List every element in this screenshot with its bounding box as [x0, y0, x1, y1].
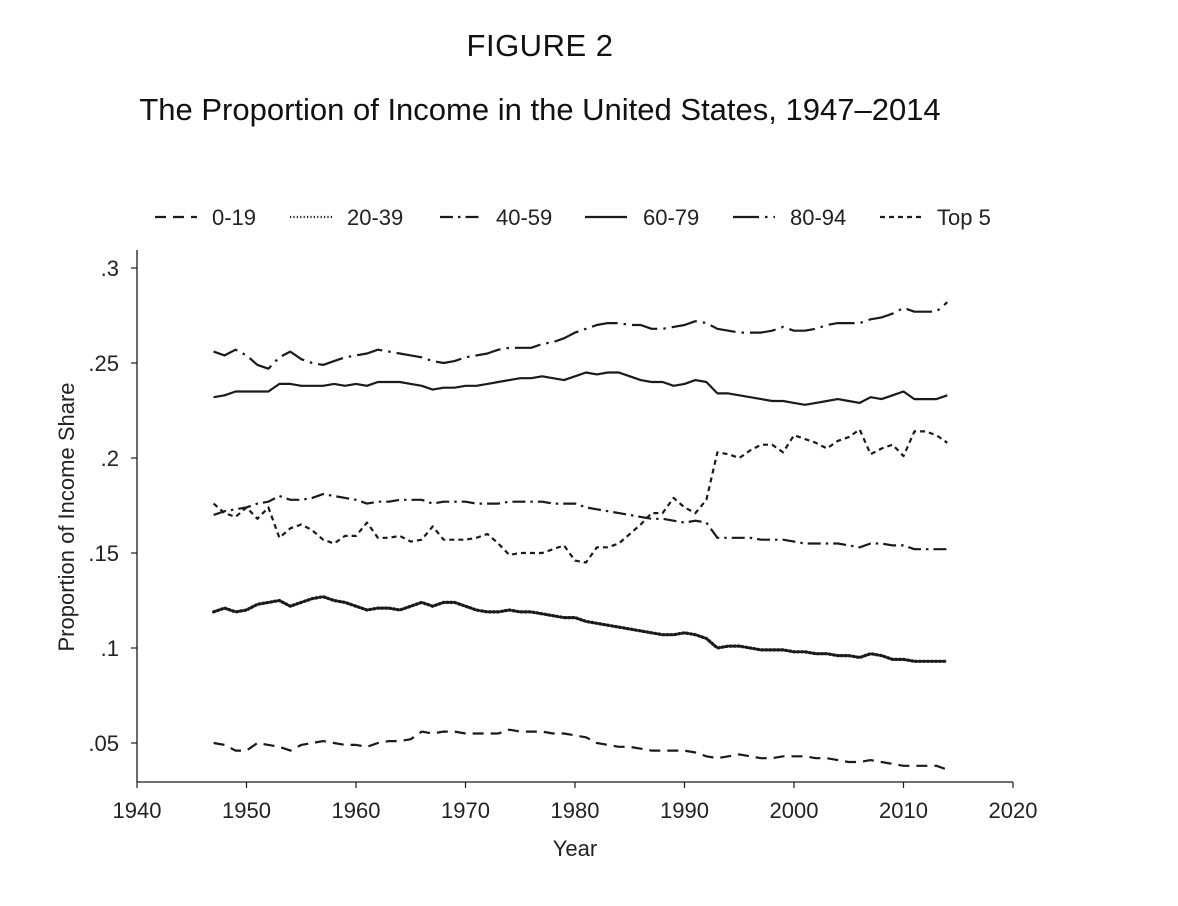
series-layer	[212, 301, 949, 771]
x-tick-label: 1990	[660, 798, 709, 823]
series-line-60-79	[213, 371, 948, 406]
axes: .05 .1 .15 .2 .25 .3 1940 1950 1960 1970 1980 1990 2…	[88, 250, 1037, 823]
y-tick-label: .2	[101, 446, 119, 471]
x-tick-label: 2020	[989, 798, 1038, 823]
legend-item: 0-19	[155, 205, 256, 230]
legend-item: 60-79	[585, 205, 699, 230]
y-tick-label: .1	[101, 636, 119, 661]
x-tick-label: 1980	[551, 798, 600, 823]
x-tick-label: 1970	[441, 798, 490, 823]
legend-item: Top 5	[880, 205, 991, 230]
series-line-80-94	[213, 301, 949, 370]
series-line-20-39	[212, 595, 949, 663]
x-tick-label: 2010	[879, 798, 928, 823]
series-line-top-5	[212, 428, 948, 564]
legend-item: 80-94	[733, 205, 846, 230]
figure-label: FIGURE 2	[466, 28, 614, 63]
legend-label: 40-59	[496, 205, 552, 230]
y-axis-label: Proportion of Income Share	[54, 382, 79, 651]
x-tick-label: 1940	[113, 798, 162, 823]
x-tick-label: 1950	[222, 798, 271, 823]
x-tick-label: 1960	[332, 798, 381, 823]
legend-item: 20-39	[290, 205, 403, 230]
legend: 0-19 20-39 40-59 60-79 80-94 Top 5	[155, 205, 991, 230]
y-tick-label: .3	[101, 256, 119, 281]
legend-label: Top 5	[937, 205, 991, 230]
legend-label: 60-79	[643, 205, 699, 230]
x-axis-label: Year	[553, 836, 597, 861]
series-line-0-19	[213, 728, 948, 771]
legend-label: 80-94	[790, 205, 846, 230]
x-tick-label: 2000	[770, 798, 819, 823]
series-line-40-59	[213, 493, 948, 551]
y-tick-label: .05	[88, 731, 119, 756]
y-tick-label: .15	[88, 541, 119, 566]
y-tick-label: .25	[88, 351, 119, 376]
legend-label: 0-19	[212, 205, 256, 230]
legend-item: 40-59	[440, 205, 552, 230]
legend-label: 20-39	[347, 205, 403, 230]
chart-title: The Proportion of Income in the United S…	[139, 92, 941, 127]
